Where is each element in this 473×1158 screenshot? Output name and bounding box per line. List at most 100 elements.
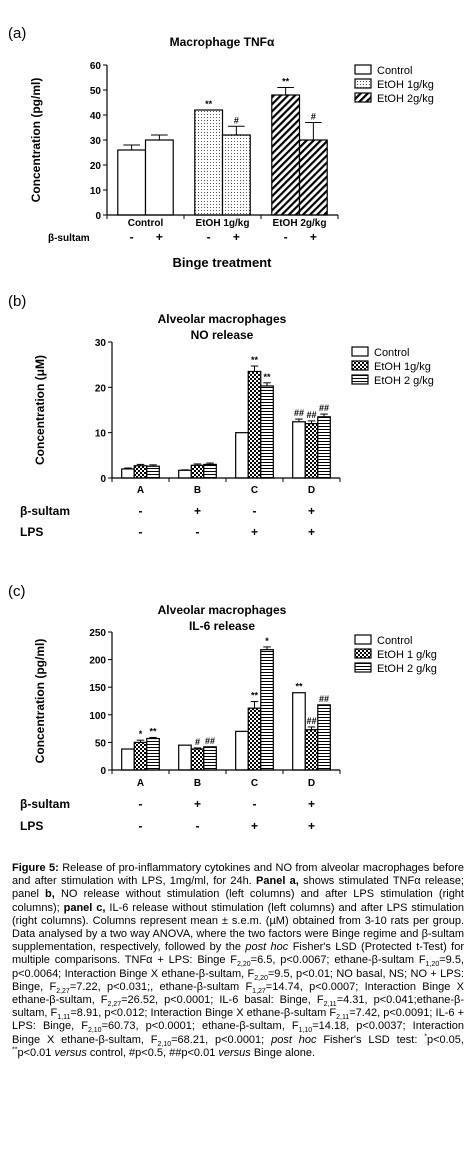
row-label: β-sultam bbox=[20, 797, 70, 811]
bar bbox=[247, 370, 262, 479]
bar bbox=[146, 465, 160, 479]
caption-text: Panel a, bbox=[256, 875, 299, 888]
row-sign: + bbox=[308, 819, 315, 833]
significance-mark: ** bbox=[205, 99, 213, 109]
y-tick-label: 100 bbox=[89, 711, 106, 722]
chart-subtitle: NO release bbox=[191, 328, 254, 342]
row-label: LPS bbox=[20, 819, 43, 833]
row-sign: - bbox=[139, 797, 143, 811]
significance-mark: # bbox=[311, 112, 316, 122]
caption-text: 2,10 bbox=[157, 1040, 172, 1048]
y-tick-label: 0 bbox=[100, 766, 106, 777]
row-sign: - bbox=[196, 819, 200, 833]
caption-text: =14.18, p<0.0037; Interaction Binge X et… bbox=[12, 1020, 464, 1046]
bar bbox=[260, 649, 274, 771]
caption-text: 2,11 bbox=[323, 1001, 337, 1009]
bar bbox=[292, 692, 306, 771]
bar bbox=[194, 109, 224, 216]
caption-text: =6.5, p<0.0067; ethane-β-sultam F bbox=[250, 954, 426, 967]
significance-mark: ## bbox=[306, 716, 316, 726]
x-tick-label: B bbox=[194, 778, 201, 789]
significance-mark: ## bbox=[319, 403, 329, 413]
row-sign: + bbox=[308, 525, 315, 539]
row-sign: + bbox=[251, 525, 258, 539]
bar bbox=[146, 737, 160, 771]
bar bbox=[235, 432, 249, 479]
y-tick-label: 250 bbox=[89, 628, 106, 639]
legend-swatch bbox=[354, 92, 372, 103]
caption-text: =9.5, p<0.01; NO basal, NS; NO + LPS: Bi… bbox=[12, 967, 464, 993]
row-label: LPS bbox=[20, 525, 43, 539]
y-tick-label: 10 bbox=[95, 429, 107, 440]
legend-label: EtOH 1g/kg bbox=[377, 79, 434, 91]
bar bbox=[190, 748, 205, 771]
row-sign: + bbox=[310, 230, 317, 244]
caption-text: =7.42, p<0.0091; IL-6 + LPS: Binge, F bbox=[12, 1007, 465, 1033]
y-tick-label: 50 bbox=[95, 738, 107, 749]
significance-mark: ** bbox=[295, 682, 303, 692]
caption-text: 2,10 bbox=[87, 1027, 102, 1035]
x-tick-label: D bbox=[308, 485, 315, 496]
row-sign: - bbox=[253, 797, 257, 811]
caption-text: 2,20 bbox=[254, 974, 268, 982]
bar bbox=[271, 94, 301, 216]
y-tick-label: 0 bbox=[100, 474, 106, 485]
significance-mark: ## bbox=[205, 736, 215, 746]
bar bbox=[235, 730, 249, 771]
bar bbox=[317, 416, 331, 479]
caption-text: versus bbox=[218, 1046, 251, 1059]
legend-swatch bbox=[354, 662, 372, 673]
significance-mark: # bbox=[234, 115, 239, 125]
caption-text: p<0.01 bbox=[17, 1046, 55, 1059]
bar bbox=[178, 744, 192, 771]
caption-text: =9.5, p<0.0064; Interaction Binge X etha… bbox=[12, 954, 464, 980]
row-sign: + bbox=[156, 230, 163, 244]
legend-label: Control bbox=[374, 347, 409, 359]
legend-label: EtOH 1g/kg bbox=[374, 361, 431, 373]
caption-text: 2,27 bbox=[107, 1001, 122, 1009]
y-axis-label: Concentration (pg/ml) bbox=[29, 78, 43, 203]
caption-text: 1,27 bbox=[252, 988, 266, 996]
bar bbox=[133, 465, 148, 479]
y-tick-label: 150 bbox=[89, 683, 106, 694]
significance-mark: ## bbox=[319, 694, 329, 704]
bar bbox=[304, 729, 319, 771]
caption-text: versus bbox=[54, 1046, 87, 1059]
caption-text: Figure 5: bbox=[12, 862, 59, 874]
bar bbox=[203, 746, 217, 771]
bar bbox=[304, 423, 319, 479]
y-tick-label: 20 bbox=[95, 383, 107, 394]
bar bbox=[190, 464, 205, 479]
significance-mark: * bbox=[265, 636, 269, 646]
panel-label: (a) bbox=[8, 25, 26, 42]
legend-swatch bbox=[351, 360, 369, 371]
x-tick-label: D bbox=[308, 778, 315, 789]
row-sign: + bbox=[194, 504, 201, 518]
bar bbox=[144, 139, 174, 216]
bar bbox=[260, 385, 274, 479]
caption-text: =4.31, p<0.041;ethane-β-sultam, F bbox=[12, 994, 464, 1020]
row-sign: - bbox=[207, 230, 211, 244]
row-sign: - bbox=[130, 230, 134, 244]
y-tick-label: 40 bbox=[90, 111, 102, 122]
x-tick-label: A bbox=[137, 485, 144, 496]
row-sign: - bbox=[139, 819, 143, 833]
caption-text: Fisher's LSD (Protected t-Test) for mult… bbox=[12, 941, 464, 967]
significance-mark: ** bbox=[251, 691, 259, 701]
caption-text: =26.52, p<0.0001; IL-6 basal: Binge, F bbox=[121, 994, 324, 1007]
x-tick-label: EtOH 1g/kg bbox=[196, 218, 250, 229]
caption-text: 2,11 bbox=[336, 1014, 350, 1022]
y-tick-label: 10 bbox=[90, 186, 102, 197]
caption-text: 2,27 bbox=[56, 988, 70, 996]
bar bbox=[121, 748, 135, 771]
significance-mark: * bbox=[139, 729, 143, 739]
caption-text: =7.22, p<0.031;, ethane-β-sultam F bbox=[69, 980, 253, 993]
caption-text: 2,20 bbox=[237, 961, 251, 969]
legend-swatch bbox=[354, 64, 372, 75]
row-label: β-sultam bbox=[48, 233, 90, 244]
chart-title: Macrophage TNFα bbox=[170, 35, 275, 49]
x-axis-label: Binge treatment bbox=[173, 255, 273, 270]
caption-text: =8.91, p<0.012; Interaction Binge X etha… bbox=[70, 1007, 337, 1020]
significance-mark: ** bbox=[264, 372, 272, 382]
